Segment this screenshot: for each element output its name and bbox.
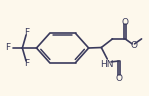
Text: O: O bbox=[116, 74, 123, 83]
Text: O: O bbox=[131, 41, 138, 50]
Text: F: F bbox=[5, 43, 10, 53]
Text: O: O bbox=[122, 18, 129, 27]
Text: HN: HN bbox=[100, 60, 113, 70]
Text: F: F bbox=[24, 28, 29, 37]
Text: F: F bbox=[24, 59, 29, 68]
